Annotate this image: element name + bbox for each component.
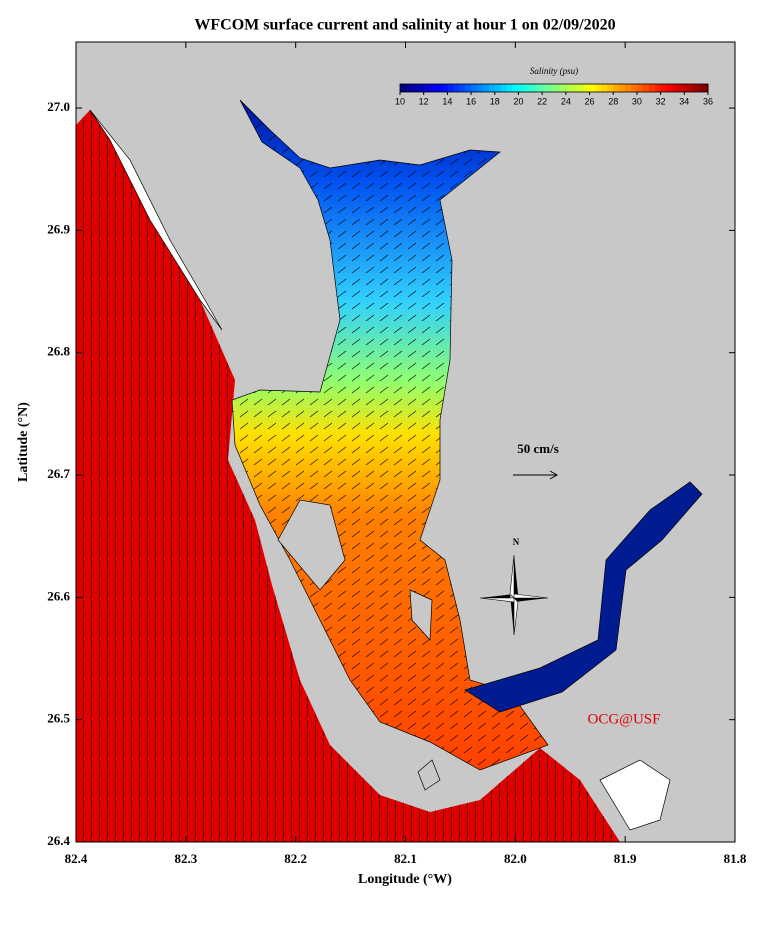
colorbar-swatch (512, 84, 519, 92)
colorbar-tick-label: 34 (679, 96, 689, 106)
x-tick-label: 82.1 (394, 851, 417, 866)
colorbar-swatch (405, 84, 413, 92)
colorbar-tick-label: 20 (513, 96, 523, 106)
colorbar-tick-label: 16 (466, 96, 476, 106)
colorbar-tick-label: 18 (490, 96, 500, 106)
bay-vectors (232, 100, 548, 770)
colorbar-swatch (482, 84, 490, 92)
colorbar-swatch (435, 84, 442, 92)
x-tick-label: 81.8 (724, 851, 747, 866)
credit: OCG@USF (587, 711, 660, 727)
colorbar-tick-label: 26 (585, 96, 595, 106)
colorbar-swatch (423, 84, 431, 92)
colorbar-swatch (678, 84, 685, 92)
y-tick-label: 26.7 (47, 466, 70, 481)
colorbar-swatch (500, 84, 508, 92)
x-axis-label: Longitude (°W) (358, 872, 452, 887)
caloosahatchee-river (464, 481, 703, 713)
colorbar-tick-label: 32 (656, 96, 666, 106)
colorbar-swatch (666, 84, 673, 92)
compass (479, 554, 549, 636)
colorbar-swatch (441, 84, 448, 92)
x-tick-label: 82.4 (65, 851, 88, 866)
y-tick-label: 26.8 (47, 344, 70, 359)
colorbar-swatch (607, 84, 614, 92)
colorbar-swatch (530, 84, 537, 92)
colorbar-swatch (684, 84, 691, 92)
x-tick-label: 82.3 (174, 851, 197, 866)
colorbar-swatch (654, 84, 662, 92)
colorbar-swatch (411, 84, 419, 92)
colorbar-swatch (524, 84, 531, 92)
colorbar-tick-label: 24 (561, 96, 571, 106)
colorbar-swatch (625, 84, 632, 92)
colorbar-swatch (565, 84, 573, 92)
colorbar-tick-label: 30 (632, 96, 642, 106)
colorbar-swatch (702, 84, 709, 92)
colorbar-swatch (465, 84, 472, 92)
compass-label: N (513, 537, 520, 547)
colorbar-tick-label: 36 (703, 96, 713, 106)
y-axis-label: Latitude (°N) (16, 402, 31, 482)
x-tick-label: 82.2 (284, 851, 307, 866)
colorbar-label: Salinity (psu) (530, 66, 578, 76)
colorbar-swatch (542, 84, 549, 92)
barrier-island (89, 109, 223, 331)
colorbar-swatch (488, 84, 496, 92)
colorbar-swatch (672, 84, 679, 92)
colorbar-swatch (548, 84, 555, 92)
colorbar-swatch (554, 84, 561, 92)
x-tick-label: 82.0 (504, 851, 527, 866)
y-tick-label: 26.5 (47, 711, 70, 726)
scale-arrowhead (549, 470, 559, 480)
colorbar-swatch (429, 84, 437, 92)
map-title: WFCOM surface current and salinity at ho… (194, 17, 615, 34)
colorbar-swatch (583, 84, 591, 92)
colorbar-swatch (400, 84, 407, 92)
colorbar-swatch (595, 84, 602, 92)
y-tick-label: 26.4 (47, 833, 70, 848)
colorbar-swatch (559, 84, 567, 92)
coastal-lakes (599, 759, 671, 831)
colorbar-swatch (506, 84, 514, 92)
colorbar-swatch (642, 84, 650, 92)
colorbar-swatch (601, 84, 608, 92)
colorbar-tick-label: 10 (395, 96, 405, 106)
current-vectors (76, 110, 620, 842)
colorbar-tick-label: 22 (537, 96, 547, 106)
colorbar-swatch (696, 84, 703, 92)
colorbar-swatch (648, 84, 656, 92)
colorbar-swatch (471, 84, 478, 92)
colorbar-swatch (447, 84, 454, 92)
colorbar-swatch (477, 84, 484, 92)
colorbar-frame (399, 83, 709, 93)
colorbar-swatch (589, 84, 596, 92)
colorbar-swatch (571, 84, 579, 92)
colorbar-swatch (577, 84, 585, 92)
colorbar-swatch (619, 84, 626, 92)
colorbar-swatch (660, 84, 668, 92)
colorbar-swatch (690, 84, 697, 92)
colorbar-tick-label: 12 (419, 96, 429, 106)
scale-label: 50 cm/s (517, 441, 559, 456)
colorbar-swatch (613, 84, 620, 92)
colorbar-swatch (494, 84, 502, 92)
colorbar-swatch (536, 84, 543, 92)
y-tick-label: 26.6 (47, 588, 70, 603)
colorbar-swatch (417, 84, 425, 92)
colorbar-swatch (459, 84, 466, 92)
colorbar-tick-label: 28 (608, 96, 618, 106)
colorbar-swatch (636, 84, 644, 92)
y-tick-label: 27.0 (47, 99, 70, 114)
colorbar-swatch (453, 84, 460, 92)
colorbar-swatch (631, 84, 638, 92)
colorbar-tick-label: 14 (442, 96, 452, 106)
y-tick-label: 26.9 (47, 221, 70, 236)
x-tick-label: 81.9 (614, 851, 637, 866)
colorbar: 10 12 14 16 18 20 22 24 26 28 30 32 34 36 (395, 83, 713, 106)
colorbar-swatch (518, 84, 525, 92)
islands (277, 499, 441, 791)
